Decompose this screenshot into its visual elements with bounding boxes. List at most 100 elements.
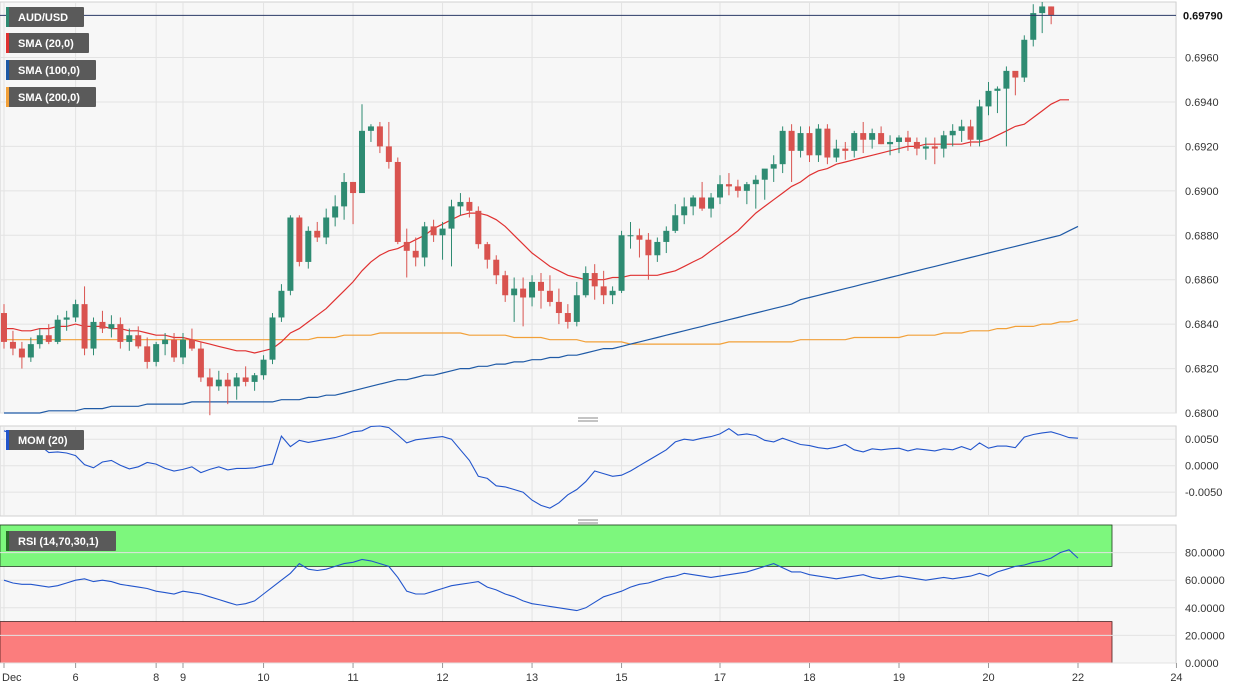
- candle-body: [296, 217, 303, 262]
- candle-body: [162, 339, 169, 345]
- candle: [949, 124, 956, 147]
- x-axis-tick-label: Dec: [2, 672, 22, 684]
- candle-body: [260, 359, 267, 376]
- splitter-mom-rsi-grip: [578, 519, 598, 524]
- candle: [287, 215, 294, 296]
- legend-sma200-bg: [6, 87, 96, 107]
- candle-body: [887, 141, 894, 145]
- candle-body: [9, 341, 16, 349]
- candle-body: [904, 137, 911, 142]
- mom-label-bg: [6, 430, 84, 450]
- candle-body: [502, 275, 509, 296]
- candle: [224, 373, 231, 405]
- legend-sma20-bg: [6, 33, 89, 53]
- mom-axis-tick-label: 0.0050: [1185, 434, 1219, 446]
- candle: [484, 241, 491, 269]
- price-panel: [0, 1, 1177, 414]
- candle-body: [1048, 6, 1055, 16]
- candle: [681, 197, 688, 225]
- candle-body: [690, 197, 697, 207]
- candle: [206, 368, 213, 416]
- candle-body: [90, 321, 97, 349]
- candle-body: [224, 379, 231, 387]
- momentum-panel: [0, 425, 1177, 517]
- candle-body: [341, 181, 348, 207]
- candle-body: [708, 197, 715, 209]
- candle: [824, 124, 831, 165]
- candle: [153, 341, 160, 367]
- candle: [770, 155, 777, 182]
- candle: [126, 328, 133, 351]
- candle-body: [180, 339, 186, 358]
- x-axis-tick-label: 15: [615, 672, 627, 684]
- candle-body: [350, 181, 357, 194]
- candle: [403, 228, 410, 278]
- candle: [439, 221, 446, 260]
- price-axis-tick-label: 0.6940: [1185, 97, 1219, 109]
- candle-body: [457, 201, 464, 207]
- price-axis-tick-label: 0.6900: [1185, 186, 1219, 198]
- candle: [448, 199, 455, 267]
- candle-body: [314, 230, 321, 238]
- candle-body: [824, 128, 831, 158]
- candle: [994, 86, 1001, 114]
- x-axis-tick-label: 22: [1072, 672, 1084, 684]
- candle: [332, 195, 339, 227]
- candle-body: [54, 319, 61, 342]
- candle-body: [278, 290, 285, 318]
- candle: [699, 181, 706, 211]
- candle-body: [269, 317, 276, 360]
- candle-body: [385, 146, 392, 162]
- candle: [761, 168, 768, 200]
- candle: [582, 266, 589, 298]
- candle: [546, 275, 553, 307]
- candle-body: [842, 148, 849, 151]
- candle: [341, 173, 348, 220]
- candle-body: [913, 141, 920, 149]
- candle-body: [242, 377, 249, 382]
- candle: [135, 326, 142, 349]
- candle-body: [896, 137, 902, 142]
- rsi-axis-tick-label: 80.0000: [1185, 548, 1225, 560]
- candle-body: [699, 197, 706, 209]
- legend-sma20: SMA (20,0): [6, 33, 89, 53]
- candle-body: [1003, 70, 1010, 89]
- candle-body: [940, 135, 947, 149]
- candle: [305, 226, 312, 269]
- mom-label: MOM (20): [6, 430, 84, 450]
- candle-body: [359, 130, 365, 194]
- candle: [27, 337, 34, 362]
- candle-body: [403, 241, 410, 251]
- candle: [45, 324, 52, 345]
- candle: [99, 310, 106, 334]
- candle-body: [976, 106, 983, 140]
- candle: [797, 126, 804, 158]
- legend-sma100-text: SMA (100,0): [18, 65, 80, 77]
- candle: [904, 130, 911, 151]
- candle-body: [860, 133, 867, 140]
- candle: [278, 284, 285, 322]
- candle: [1030, 4, 1037, 47]
- candle: [645, 233, 652, 280]
- candle: [385, 121, 392, 169]
- rsi-axis-tick-label: 60.0000: [1185, 575, 1225, 587]
- candle-body: [135, 335, 142, 347]
- candle-body: [591, 273, 598, 287]
- x-axis-tick-label: 13: [526, 672, 538, 684]
- candle: [833, 139, 840, 162]
- candle-body: [466, 201, 473, 211]
- legend-sma200: SMA (200,0): [6, 87, 96, 107]
- candle-body: [144, 346, 151, 362]
- candle: [63, 310, 70, 331]
- x-axis-tick-label: 17: [714, 672, 726, 684]
- current-price-label: 0.69790: [1183, 10, 1223, 22]
- candle-body: [869, 133, 876, 140]
- symbol-label: AUD/USD: [6, 7, 84, 27]
- candle: [296, 215, 303, 267]
- candle: [940, 130, 947, 158]
- candle-body: [215, 379, 222, 387]
- candle-body: [27, 344, 34, 358]
- candle: [734, 179, 741, 198]
- candle: [188, 328, 195, 351]
- x-axis-tick-label: 10: [257, 672, 269, 684]
